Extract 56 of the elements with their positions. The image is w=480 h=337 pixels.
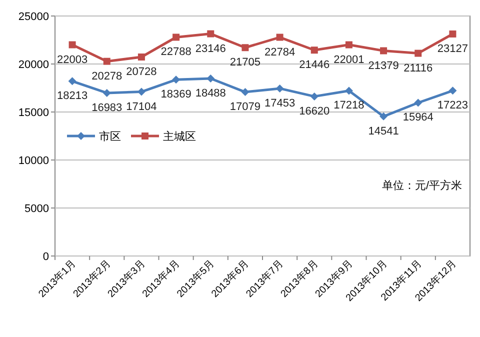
point	[68, 77, 76, 86]
legend-label: 主城区	[163, 130, 196, 143]
point	[103, 58, 110, 65]
data-label: 20728	[126, 66, 157, 78]
point	[102, 88, 111, 97]
point	[414, 50, 422, 57]
point	[448, 86, 457, 95]
data-label: 16620	[299, 105, 330, 118]
point	[414, 98, 422, 107]
point	[380, 47, 388, 54]
data-label: 18488	[195, 88, 226, 100]
data-label: 23146	[195, 42, 226, 55]
point	[206, 74, 215, 83]
data-label: 21116	[404, 62, 433, 74]
point	[137, 88, 146, 96]
point	[138, 54, 145, 61]
point	[207, 30, 214, 38]
data-label: 17223	[437, 100, 468, 112]
point	[172, 34, 180, 41]
data-label: 22788	[160, 46, 192, 58]
point	[449, 30, 456, 38]
data-label: 17104	[126, 100, 157, 113]
data-label: 18369	[160, 88, 192, 101]
data-label: 20278	[92, 70, 122, 82]
point	[310, 92, 318, 100]
data-label: 15964	[402, 112, 434, 124]
y-tick-label: 20000	[18, 59, 49, 71]
data-label: 17453	[264, 97, 296, 110]
data-label: 23127	[437, 42, 468, 55]
legend-label: 市区	[99, 130, 121, 143]
point	[68, 41, 76, 48]
data-label: 16983	[92, 102, 122, 114]
data-label: 21705	[230, 56, 261, 69]
y-tick-label: 5000	[24, 203, 49, 215]
data-label: 18213	[56, 90, 88, 102]
data-label: 21379	[368, 60, 399, 72]
point	[276, 34, 284, 41]
annotation: 单位：元/平方米	[382, 178, 462, 192]
data-label: 14541	[368, 125, 399, 138]
point	[344, 86, 353, 95]
point	[241, 88, 250, 96]
data-label: 22001	[334, 54, 364, 66]
data-label: 17218	[334, 100, 364, 112]
point	[242, 44, 249, 52]
data-label: 22784	[264, 46, 296, 58]
data-label: 17079	[230, 101, 261, 114]
y-tick-label: 25000	[18, 11, 49, 23]
point	[310, 46, 318, 54]
y-tick-label: 0	[42, 251, 49, 263]
data-label: 22003	[56, 54, 88, 66]
y-tick-label: 15000	[18, 107, 49, 119]
y-tick-label: 10000	[18, 155, 49, 167]
point	[345, 41, 352, 48]
point	[276, 84, 284, 92]
point	[380, 112, 388, 120]
data-label: 21446	[299, 59, 330, 72]
